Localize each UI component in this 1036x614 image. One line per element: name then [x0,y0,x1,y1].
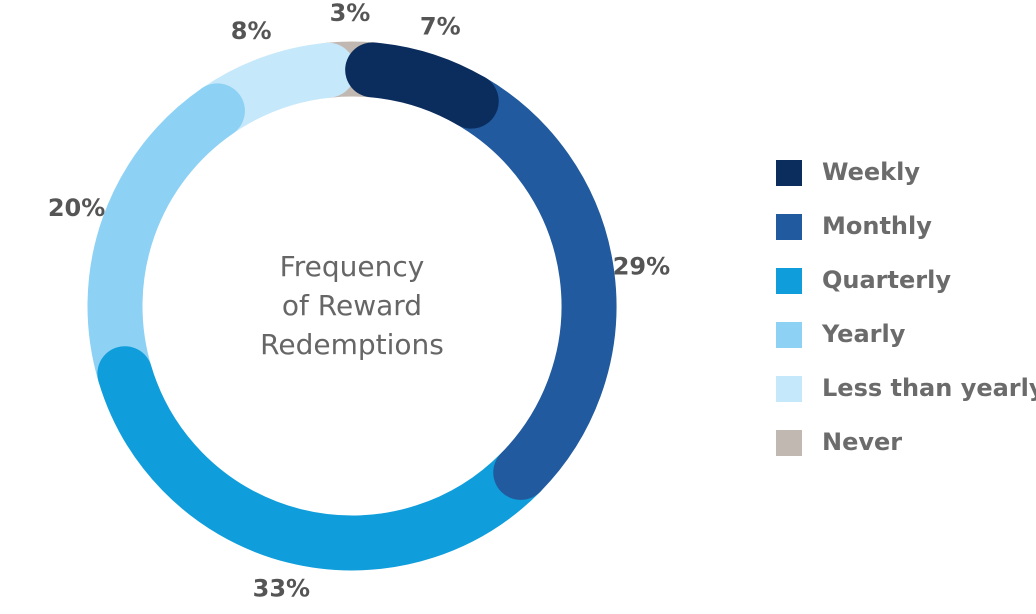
legend-label: Never [822,428,902,456]
value-label: 33% [253,574,310,602]
center-title-line: of Reward [282,289,422,322]
donut-ring [87,41,617,571]
legend-label: Weekly [822,158,920,186]
center-title: Frequency of Reward Redemptions [260,250,444,361]
legend-swatch [776,322,802,348]
legend-swatch [776,430,802,456]
legend-label: Quarterly [822,266,951,294]
value-label: 20% [48,194,105,222]
value-label: 29% [613,252,670,280]
center-title-line: Redemptions [260,328,444,361]
value-label: 8% [231,17,272,45]
legend-label: Less than yearly [822,374,1036,402]
value-label: 7% [420,13,461,41]
donut-segment [345,42,499,129]
donut-segment [87,83,245,402]
legend-label: Yearly [821,320,906,348]
center-title-line: Frequency [280,250,425,283]
legend-swatch [776,160,802,186]
donut-segment [443,73,617,500]
donut-segment [97,346,549,571]
legend-swatch [776,214,802,240]
legend-swatch [776,376,802,402]
legend-label: Monthly [822,212,932,240]
legend: Weekly Monthly Quarterly Yearly Less than ye… [776,158,1036,456]
value-label: 3% [330,0,371,27]
legend-swatch [776,268,802,294]
value-labels: 7% 29% 33% 20% 8% 3% [48,0,670,602]
